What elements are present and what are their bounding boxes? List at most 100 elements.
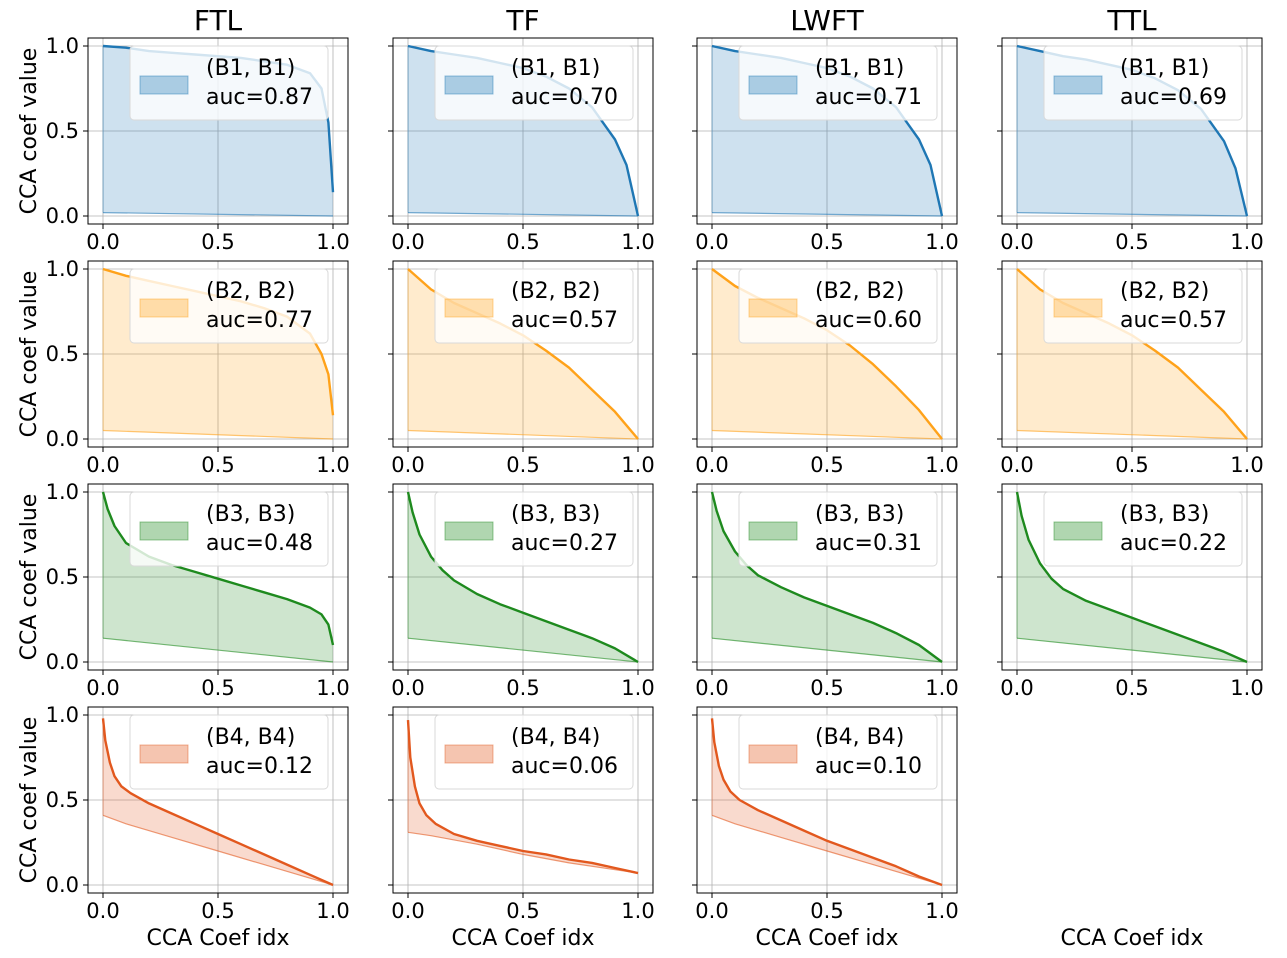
x-axis-label: CCA Coef idx — [1061, 926, 1204, 951]
auc-fill-area — [712, 492, 942, 662]
y-axis-label: CCA coef value — [17, 271, 42, 438]
x-axis-label: CCA Coef idx — [756, 926, 899, 951]
x-tick-label: 0.0 — [695, 230, 728, 254]
subplot: (B1, B1) auc=0.87 0.0 0.5 1.0 0.0 0.5 1.0 — [46, 34, 350, 254]
x-tick-label: 0.0 — [86, 453, 119, 477]
legend-auc-value: auc=0.06 — [511, 754, 618, 779]
x-tick-label: 1.0 — [621, 899, 654, 923]
x-tick-label: 1.0 — [1230, 230, 1263, 254]
x-tick-label: 1.0 — [1230, 453, 1263, 477]
legend-series-name: (B1, B1) — [206, 56, 295, 81]
x-tick-label: 0.0 — [391, 676, 424, 700]
subplot: (B2, B2) auc=0.57 0.0 0.5 1.0 — [997, 260, 1264, 477]
x-tick-label: 0.0 — [86, 676, 119, 700]
legend-box — [434, 268, 634, 344]
x-tick-label: 0.5 — [201, 676, 234, 700]
legend-auc-value: auc=0.70 — [511, 85, 618, 110]
legend-swatch — [139, 744, 189, 764]
legend-auc-value: auc=0.69 — [1120, 85, 1227, 110]
subplot: (B1, B1) auc=0.70 0.0 0.5 1.0 — [388, 37, 655, 254]
legend-swatch — [748, 521, 798, 541]
legend-box — [129, 45, 329, 121]
cca-coef-line — [406, 491, 639, 664]
legend-swatch — [1053, 298, 1103, 318]
auc-fill-area — [1017, 492, 1247, 662]
x-tick-label: 0.5 — [810, 230, 843, 254]
auc-fill-area — [408, 492, 638, 662]
cca-coef-line — [710, 718, 943, 887]
legend-auc-value: auc=0.31 — [815, 531, 922, 556]
x-tick-label: 0.0 — [695, 453, 728, 477]
x-tick-label: 0.5 — [201, 230, 234, 254]
x-tick-label: 0.0 — [391, 899, 424, 923]
legend-swatch — [1053, 521, 1103, 541]
lower-bound-line — [407, 831, 639, 874]
legend-swatch — [139, 521, 189, 541]
legend-swatch — [444, 744, 494, 764]
legend-box — [129, 491, 329, 567]
lower-bound-line — [102, 212, 334, 217]
column-title: TF — [505, 4, 539, 37]
y-axis-labels: CCA coef value CCA coef value CCA coef val… — [17, 48, 42, 884]
legend-auc-value: auc=0.60 — [815, 308, 922, 333]
x-tick-label: 1.0 — [316, 676, 349, 700]
legend-series-name: (B3, B3) — [206, 502, 295, 527]
legend-series-name: (B2, B2) — [511, 279, 600, 304]
x-tick-label: 0.0 — [1000, 676, 1033, 700]
y-tick-label: 1.0 — [46, 703, 79, 727]
legend-auc-value: auc=0.10 — [815, 754, 922, 779]
y-axis-label: CCA coef value — [17, 717, 42, 884]
x-tick-label: 1.0 — [925, 230, 958, 254]
legend-series-name: (B2, B2) — [1120, 279, 1209, 304]
legend-swatch — [748, 298, 798, 318]
subplot: (B2, B2) auc=0.57 0.0 0.5 1.0 — [388, 260, 655, 477]
x-tick-label: 0.5 — [506, 230, 539, 254]
subplot-grid: (B1, B1)auc=0.870.0 0.5 1.00.00.51.0(B1, B… — [46, 34, 1264, 923]
legend-box — [1043, 268, 1243, 344]
lower-bound-line — [711, 429, 943, 440]
y-tick-label: 0.0 — [46, 427, 79, 451]
lower-bound-line — [102, 814, 334, 886]
legend-series-name: (B4, B4) — [206, 725, 295, 750]
legend-series-name: (B1, B1) — [1120, 56, 1209, 81]
subplot: (B2, B2) auc=0.60 0.0 0.5 1.0 — [692, 260, 959, 477]
legend-auc-value: auc=0.71 — [815, 85, 922, 110]
legend-auc-value: auc=0.77 — [206, 308, 313, 333]
x-tick-label: 1.0 — [621, 230, 654, 254]
x-tick-label: 1.0 — [925, 676, 958, 700]
lower-bound-line — [1016, 637, 1248, 663]
lower-bound-line — [711, 814, 943, 886]
x-tick-label: 0.5 — [810, 676, 843, 700]
x-tick-label: 1.0 — [316, 453, 349, 477]
lower-bound-line — [102, 429, 334, 440]
legend-box — [1043, 45, 1243, 121]
legend-series-name: (B1, B1) — [815, 56, 904, 81]
y-tick-label: 1.0 — [46, 480, 79, 504]
x-tick-label: 0.5 — [810, 899, 843, 923]
legend-series-name: (B4, B4) — [511, 725, 600, 750]
legend-auc-value: auc=0.22 — [1120, 531, 1227, 556]
x-tick-label: 0.5 — [506, 676, 539, 700]
column-titles: FTL TF LWFT TTL — [194, 4, 1157, 37]
legend-box — [738, 491, 938, 567]
x-axis-labels: CCA Coef idx CCA Coef idx CCA Coef idx CCA … — [147, 926, 1204, 951]
x-tick-label: 0.5 — [506, 453, 539, 477]
legend-swatch — [748, 75, 798, 95]
x-tick-label: 0.5 — [1115, 676, 1148, 700]
lower-bound-line — [711, 212, 943, 217]
legend-auc-value: auc=0.12 — [206, 754, 313, 779]
legend-series-name: (B2, B2) — [815, 279, 904, 304]
legend-box — [434, 45, 634, 121]
y-axis-label: CCA coef value — [17, 48, 42, 215]
lower-bound-line — [102, 637, 334, 663]
y-tick-label: 0.5 — [46, 565, 79, 589]
x-tick-label: 0.0 — [86, 230, 119, 254]
auc-fill-area — [103, 492, 333, 662]
x-tick-label: 0.0 — [86, 899, 119, 923]
x-tick-label: 1.0 — [316, 899, 349, 923]
lower-bound-line — [407, 212, 639, 217]
subplot: (B4, B4) auc=0.12 0.0 0.5 1.0 0.0 0.5 1.0 — [46, 703, 350, 923]
y-tick-label: 0.5 — [46, 119, 79, 143]
lower-bound-line — [1016, 429, 1248, 440]
legend-series-name: (B3, B3) — [1120, 502, 1209, 527]
